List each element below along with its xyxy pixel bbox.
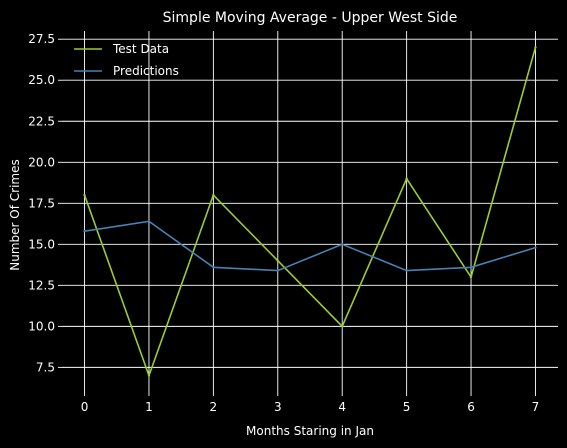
series-line-predictions [84, 220, 536, 272]
y-tick-label: 22.5 [28, 114, 55, 128]
y-tick-label: 7.5 [36, 360, 55, 374]
y-tick-label: 10.0 [28, 319, 55, 333]
series-line-test-data [83, 47, 537, 378]
chart-title: Simple Moving Average - Upper West Side [163, 10, 458, 26]
x-tick-label: 6 [467, 400, 475, 414]
data-point-predictions [534, 246, 537, 249]
x-tick-label: 2 [210, 400, 218, 414]
data-point-test-data [147, 374, 151, 377]
y-tick-label: 17.5 [28, 196, 55, 210]
x-tick-label: 4 [338, 400, 346, 414]
y-tick-label: 20.0 [28, 155, 55, 169]
y-tick-label: 27.5 [28, 32, 55, 46]
x-axis-label: Months Staring in Jan [246, 424, 374, 438]
grid [62, 31, 558, 392]
y-axis-label: Number Of Crimes [8, 159, 22, 270]
y-tick-label: 12.5 [28, 278, 55, 292]
data-point-predictions [212, 266, 215, 269]
data-point-predictions [469, 266, 473, 269]
data-point-predictions [276, 269, 279, 272]
data-point-test-data [83, 193, 86, 197]
data-point-predictions [83, 229, 86, 233]
data-point-predictions [341, 243, 344, 246]
data-point-test-data [469, 275, 473, 279]
y-tick-label: 15.0 [28, 237, 55, 251]
x-tick-label: 1 [145, 400, 153, 414]
x-axis-ticks: 0 1 2 3 4 5 6 7 [81, 392, 540, 414]
data-point-test-data [405, 177, 408, 180]
data-point-test-data [212, 193, 215, 197]
data-point-test-data [534, 46, 537, 49]
data-point-test-data [341, 325, 344, 328]
data-point-test-data [276, 259, 279, 262]
legend-label-predictions: Predictions [113, 64, 179, 78]
y-tick-label: 25.0 [28, 73, 55, 87]
data-point-predictions [147, 220, 151, 223]
legend: Test Data Predictions [74, 42, 179, 78]
x-tick-label: 3 [274, 400, 282, 414]
legend-label-test-data: Test Data [112, 42, 169, 56]
x-tick-label: 7 [532, 400, 540, 414]
x-tick-label: 5 [403, 400, 411, 414]
x-tick-label: 0 [81, 400, 89, 414]
series-lines [83, 46, 537, 378]
y-axis-ticks: 7.5 10.0 12.5 15.0 17.5 20.0 22.5 25.0 27.5 [28, 32, 62, 374]
data-point-predictions [405, 269, 408, 272]
